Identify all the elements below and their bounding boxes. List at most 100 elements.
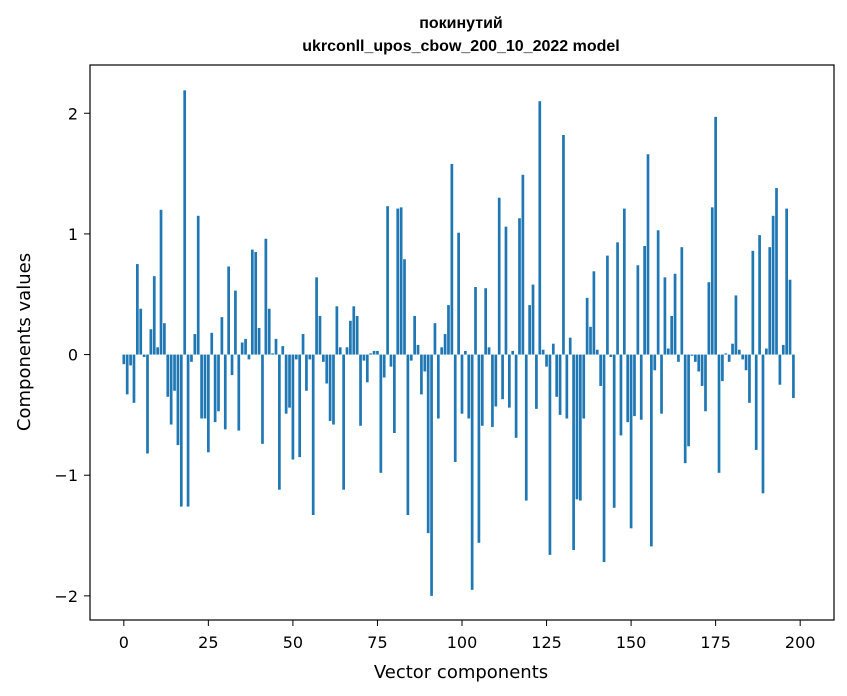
- bar-component-61: [328, 354, 332, 421]
- bar-component-121: [531, 284, 535, 355]
- bar-component-198: [792, 354, 795, 398]
- bar-component-182: [737, 349, 741, 355]
- bar-component-144: [609, 354, 613, 357]
- bar-component-142: [602, 354, 606, 563]
- bar-component-31: [227, 266, 231, 355]
- bar-component-73: [369, 353, 373, 355]
- bar-component-167: [687, 354, 690, 447]
- bar-component-38: [250, 249, 254, 355]
- bar-component-83: [403, 259, 406, 355]
- bar-component-156: [650, 354, 653, 547]
- bar-component-122: [535, 354, 538, 409]
- bar-component-155: [646, 154, 650, 355]
- bar-component-40: [257, 328, 261, 355]
- bar-component-97: [450, 163, 454, 355]
- x-axis-label: Vector components: [374, 662, 548, 683]
- chart-title-model: ukrconll_upos_cbow_200_10_2022 model: [302, 38, 619, 55]
- bar-component-0: [122, 354, 126, 365]
- bar-component-174: [710, 207, 714, 355]
- bar-component-13: [166, 354, 170, 397]
- bar-component-109: [491, 354, 494, 427]
- bar-component-81: [396, 208, 400, 355]
- bar-component-69: [355, 315, 359, 355]
- bar-component-35: [240, 342, 244, 355]
- bar-component-89: [423, 354, 427, 372]
- bar-component-85: [409, 354, 413, 361]
- bar-component-130: [562, 134, 565, 355]
- y-tick-label--2: −2: [54, 587, 78, 606]
- bar-component-131: [565, 354, 569, 419]
- bar-component-124: [541, 349, 545, 355]
- bar-component-7: [146, 354, 149, 454]
- bar-component-77: [382, 354, 386, 378]
- bar-component-140: [595, 349, 599, 355]
- bar-component-49: [288, 354, 291, 408]
- bar-component-16: [176, 354, 180, 446]
- bar-component-163: [673, 273, 677, 355]
- bar-component-117: [518, 218, 521, 355]
- bar-component-192: [771, 215, 775, 355]
- x-tick-label-125: 125: [531, 633, 562, 652]
- bar-component-46: [278, 354, 281, 490]
- bar-component-123: [538, 101, 542, 355]
- bar-component-176: [717, 354, 721, 473]
- y-tick-label-2: 2: [68, 104, 78, 123]
- bar-component-48: [284, 354, 288, 414]
- bar-component-135: [579, 354, 582, 501]
- bar-component-106: [480, 354, 484, 426]
- bar-component-110: [494, 354, 498, 407]
- bar-component-108: [487, 347, 491, 355]
- bar-component-12: [163, 323, 166, 355]
- bar-component-180: [731, 343, 734, 355]
- bar-component-66: [345, 347, 349, 355]
- bar-component-170: [697, 354, 701, 372]
- bar-component-118: [521, 174, 525, 355]
- bar-component-177: [721, 354, 724, 382]
- bar-component-148: [622, 208, 626, 355]
- bar-component-10: [156, 347, 159, 355]
- bar-component-86: [413, 315, 417, 355]
- bar-component-36: [244, 338, 247, 355]
- bar-component-29: [220, 317, 224, 355]
- bar-component-3: [132, 354, 136, 403]
- bar-component-120: [528, 305, 531, 355]
- bar-component-94: [440, 347, 444, 355]
- bar-component-70: [359, 354, 362, 426]
- bar-component-116: [514, 354, 518, 438]
- bar-component-64: [338, 347, 342, 355]
- bar-component-132: [568, 337, 572, 355]
- bar-component-72: [365, 354, 369, 383]
- bar-component-146: [616, 242, 619, 355]
- bar-component-68: [352, 306, 356, 355]
- x-tick-label-100: 100: [447, 633, 478, 652]
- bar-component-186: [751, 250, 755, 355]
- bar-component-56: [311, 354, 315, 516]
- bar-component-50: [291, 354, 295, 460]
- bar-component-195: [781, 344, 785, 355]
- bar-component-179: [727, 354, 731, 362]
- bar-component-79: [389, 354, 393, 367]
- bar-component-80: [393, 354, 396, 433]
- bar-component-9: [152, 276, 156, 355]
- bar-component-45: [274, 338, 278, 355]
- bar-component-34: [237, 354, 241, 431]
- bar-component-42: [264, 238, 268, 355]
- bar-component-103: [470, 354, 474, 590]
- bar-component-115: [511, 350, 515, 355]
- bar-component-152: [636, 265, 640, 355]
- bar-component-151: [633, 354, 636, 417]
- bar-component-162: [670, 315, 674, 355]
- bar-component-145: [612, 354, 616, 508]
- x-tick-label-200: 200: [785, 633, 816, 652]
- bar-component-39: [254, 252, 258, 355]
- bar-component-59: [321, 354, 325, 362]
- bar-component-20: [190, 354, 193, 362]
- bar-component-157: [653, 354, 657, 371]
- bar-component-14: [169, 354, 173, 425]
- x-axis-ticks: 0 25 50 75 100 125 150 175 200: [119, 620, 816, 652]
- bar-component-136: [582, 354, 586, 419]
- bar-component-161: [666, 348, 670, 355]
- bar-component-168: [690, 354, 694, 356]
- bar-component-119: [524, 354, 528, 501]
